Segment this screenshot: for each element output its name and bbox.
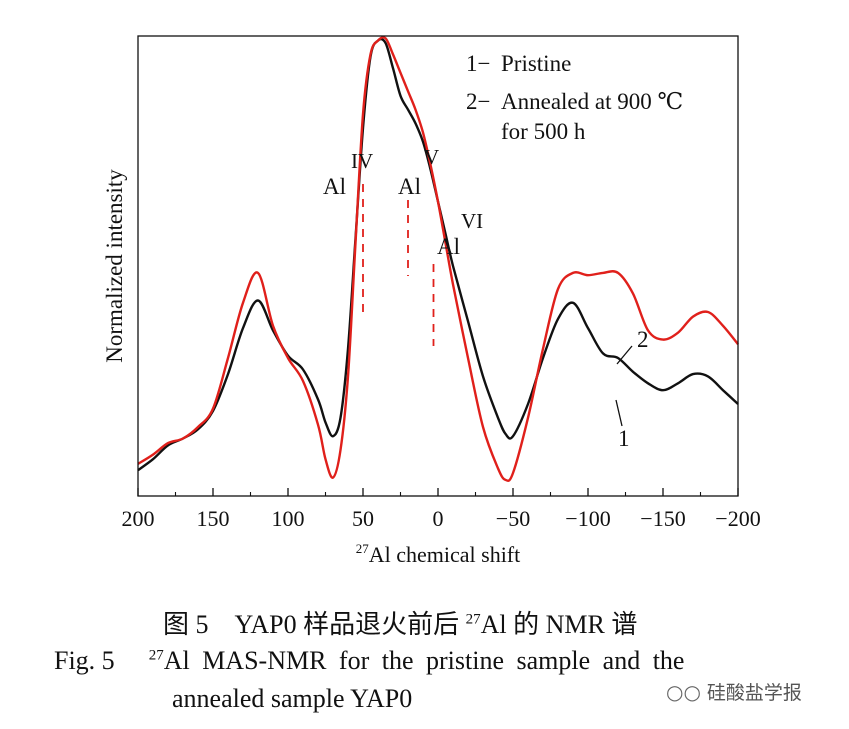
series-line-2 <box>137 36 739 482</box>
ticks-group: 200 150 100 50 0 −50 −100 −150 −200 <box>122 488 761 531</box>
site-label: Al <box>437 234 460 259</box>
legend-key-1: 1− <box>466 51 490 76</box>
legend-text-2: Annealed at 900 ℃ <box>501 89 683 114</box>
x-axis-label-text: Al chemical shift <box>369 542 521 567</box>
legend: 1− Pristine 2− Annealed at 900 ℃ for 500… <box>466 51 683 144</box>
caption-cn-sup: 27 <box>465 611 481 628</box>
caption-chinese: 图 5 YAP0 样品退火前后 27Al 的 NMR 谱 <box>163 604 637 641</box>
caption-cn-suffix: Al 的 NMR 谱 <box>480 610 638 639</box>
site-label-coordination: VI <box>461 209 483 233</box>
x-tick-label: 150 <box>197 506 230 531</box>
x-tick-label: −200 <box>715 506 760 531</box>
series-group <box>137 36 739 482</box>
series-line-1 <box>137 37 739 472</box>
series-label-leader <box>615 399 623 427</box>
nmr-chart: 200 150 100 50 0 −50 −100 −150 −200 AlIVAlVAlVI1… <box>102 35 761 567</box>
series-label-2: 2 <box>637 327 649 352</box>
legend-key-2: 2− <box>466 89 490 114</box>
wechat-icon: ○○ <box>666 679 701 704</box>
caption-en-label: Fig. 5 <box>54 646 115 675</box>
caption-english-line2: annealed sample YAP0 <box>172 684 413 713</box>
x-tick-label: 0 <box>433 506 444 531</box>
watermark: ○○ 硅酸盐学报 <box>666 678 802 705</box>
x-tick-label: −100 <box>565 506 610 531</box>
y-axis-label: Normalized intensity <box>102 169 127 363</box>
caption-english-line1: Fig. 5 27Al MAS-NMR for the pristine samp… <box>54 646 684 676</box>
legend-text-1: Pristine <box>501 51 571 76</box>
legend-text-2b: for 500 h <box>501 119 586 144</box>
x-axis-label-sup: 27 <box>356 541 370 556</box>
site-label: Al <box>398 174 421 199</box>
x-tick-label: −50 <box>496 506 530 531</box>
site-label: Al <box>323 174 346 199</box>
caption-en-sup: 27 <box>148 647 164 664</box>
x-tick-label: 100 <box>272 506 305 531</box>
x-tick-label: 200 <box>122 506 155 531</box>
x-axis-label: 27Al chemical shift <box>356 541 521 567</box>
x-tick-label: −150 <box>640 506 685 531</box>
series-label-leader <box>616 345 633 365</box>
series-label-1: 1 <box>618 426 630 451</box>
site-label-coordination: IV <box>351 149 373 173</box>
caption-en-line1: Al MAS-NMR for the pristine sample and t… <box>163 646 685 675</box>
watermark-text: 硅酸盐学报 <box>706 682 802 704</box>
site-label-coordination: V <box>424 145 439 169</box>
x-tick-label: 50 <box>352 506 374 531</box>
caption-cn-prefix: 图 5 YAP0 样品退火前后 <box>163 610 466 639</box>
